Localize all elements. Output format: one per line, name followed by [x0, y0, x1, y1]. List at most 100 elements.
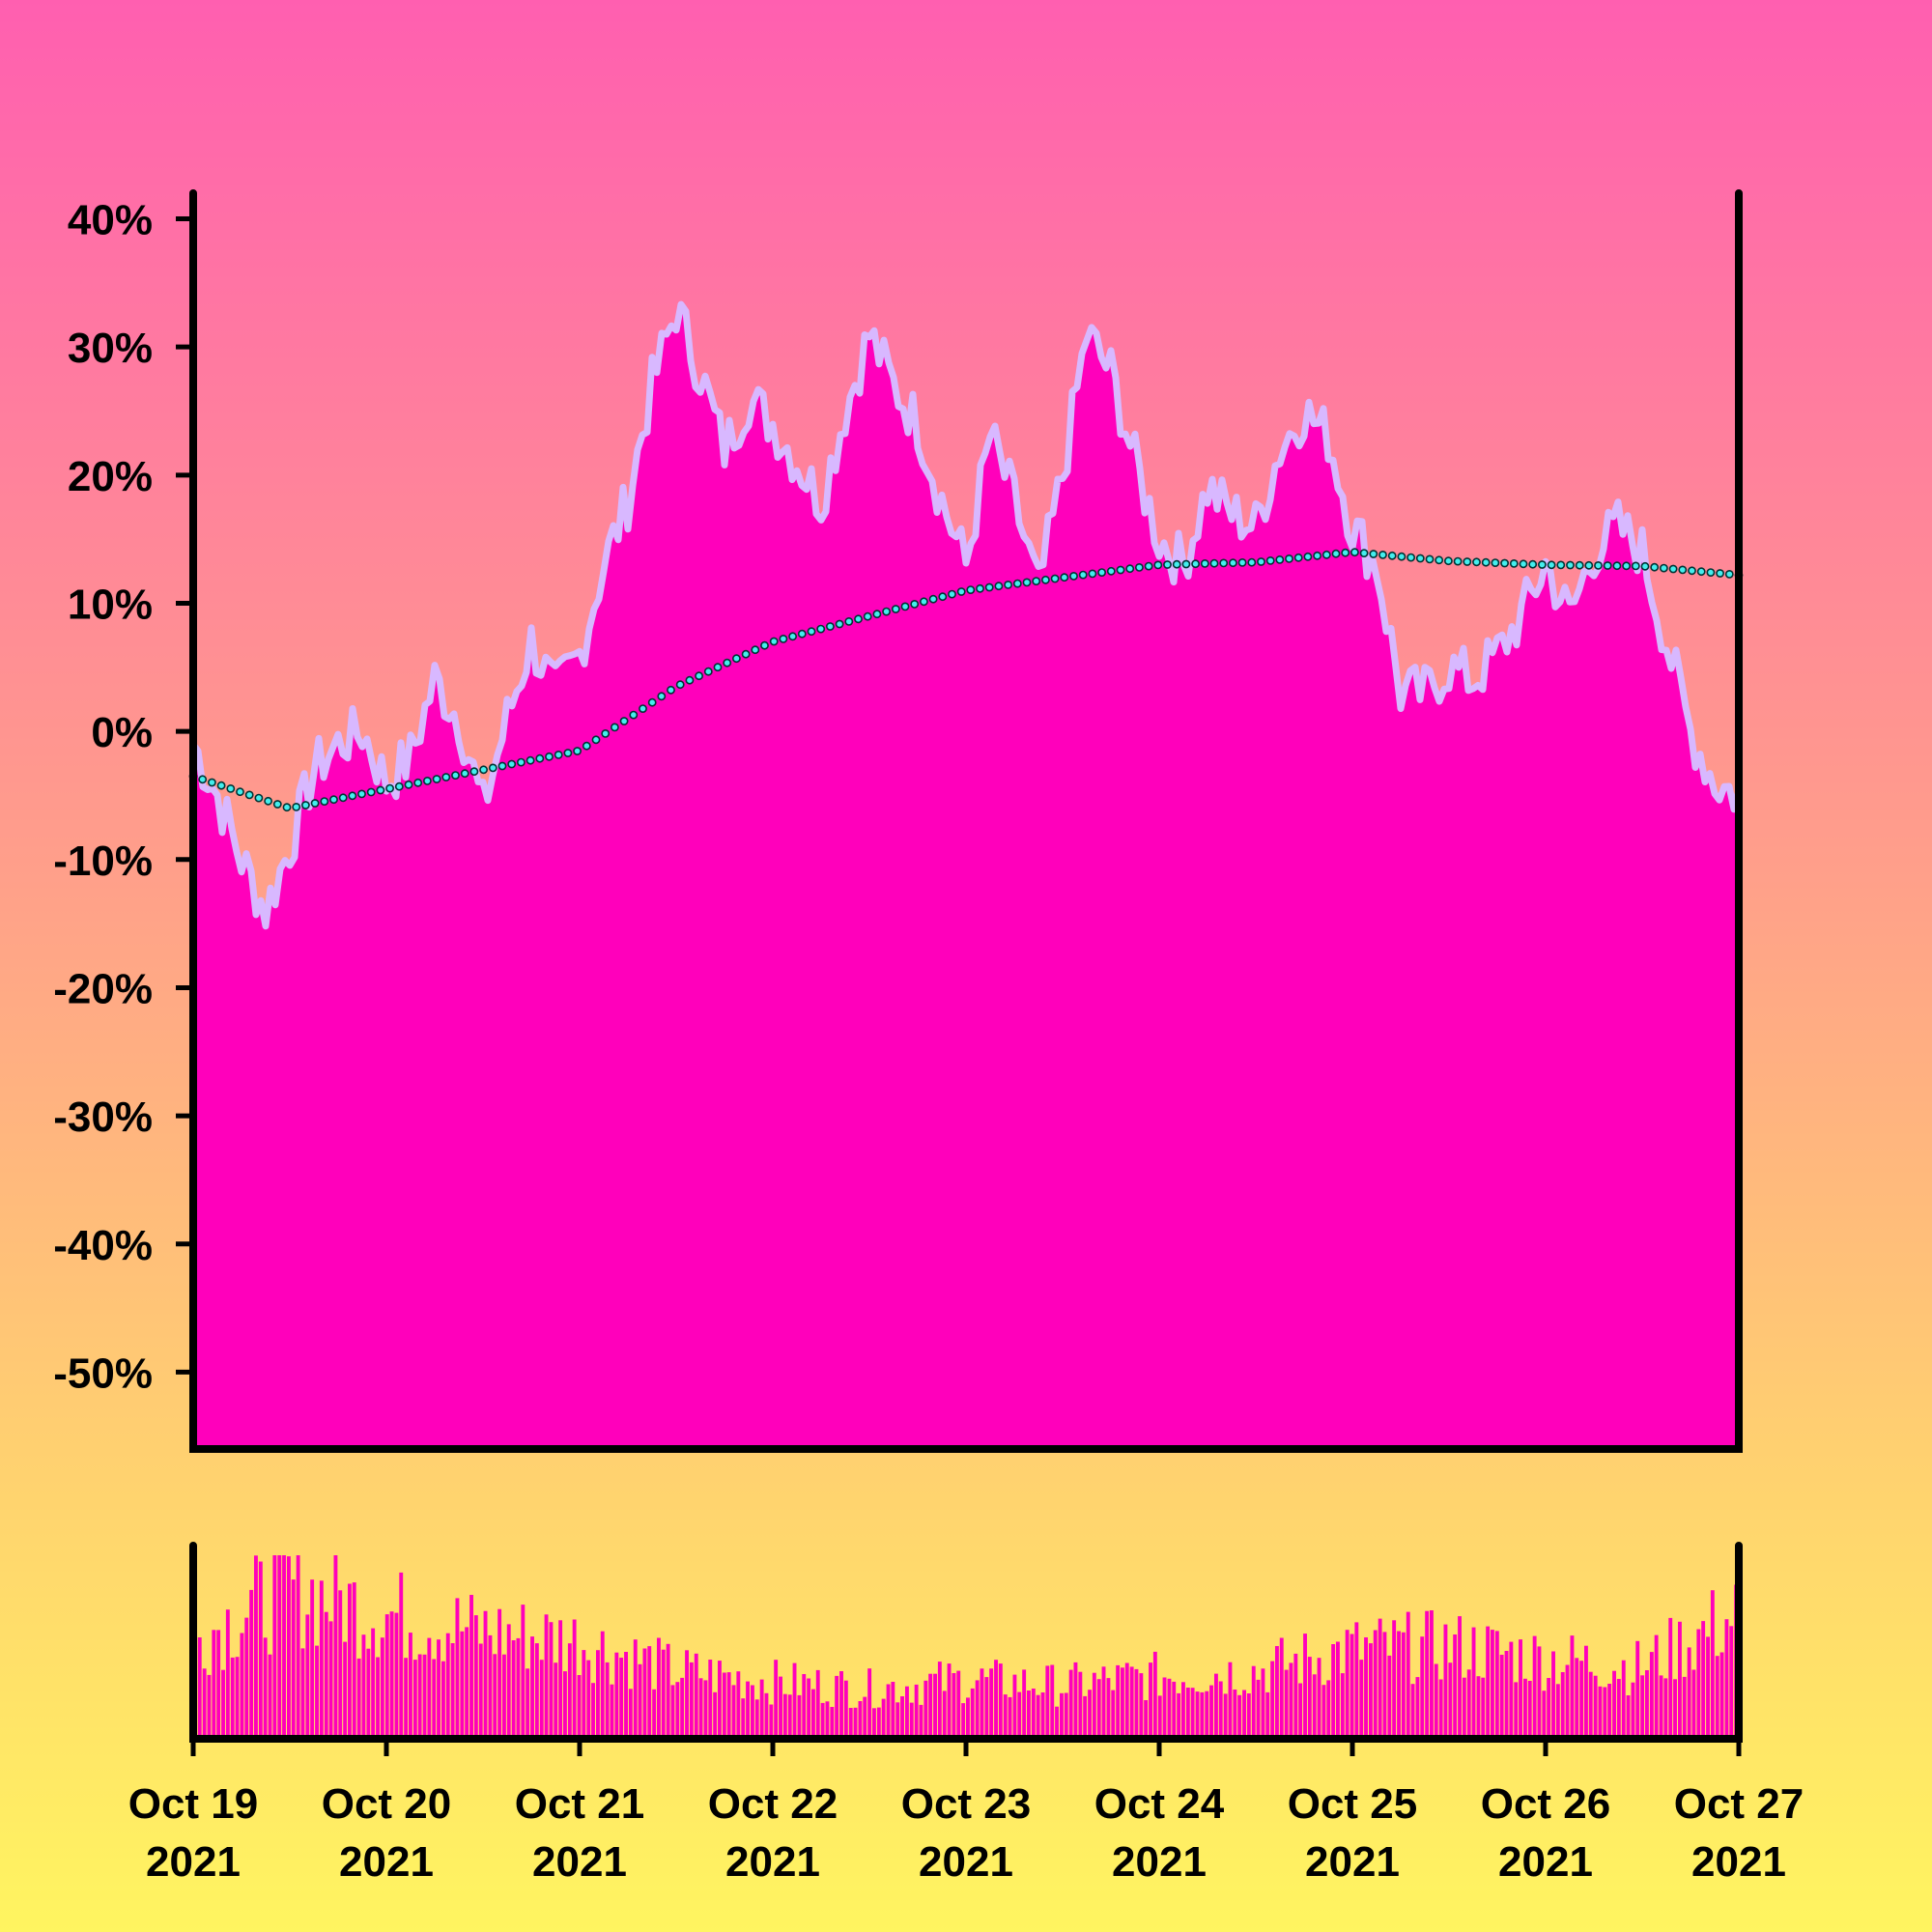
volume-bar — [1359, 1660, 1364, 1739]
volume-bar — [319, 1580, 324, 1739]
moving-average-point — [1172, 559, 1181, 569]
moving-average-point — [788, 632, 797, 641]
moving-average-point — [639, 704, 647, 713]
volume-bar — [539, 1660, 544, 1739]
moving-average-point — [1050, 574, 1060, 583]
volume-bar — [221, 1669, 225, 1739]
moving-average-point — [272, 800, 282, 809]
moving-average-point — [928, 594, 938, 604]
moving-average-point — [1631, 561, 1640, 571]
x-tick-label-date: Oct 22 — [708, 1780, 838, 1828]
volume-bar — [376, 1657, 380, 1739]
volume-bar — [1547, 1678, 1551, 1739]
volume-bar — [1073, 1662, 1078, 1739]
moving-average-point — [1144, 561, 1153, 571]
volume-bar — [1008, 1696, 1012, 1739]
volume-bar — [235, 1657, 240, 1739]
moving-average-point — [1406, 553, 1415, 562]
moving-average-point — [517, 757, 526, 767]
volume-bar — [380, 1637, 384, 1739]
volume-bar — [1696, 1629, 1701, 1739]
volume-bar — [1031, 1689, 1036, 1739]
volume-bar — [835, 1675, 839, 1739]
volume-bar — [287, 1556, 291, 1739]
volume-bar — [998, 1663, 1003, 1739]
volume-bar — [404, 1658, 409, 1739]
volume-bar — [1378, 1618, 1382, 1739]
volume-bar — [1256, 1679, 1261, 1739]
volume-bar — [366, 1648, 371, 1739]
moving-average-point — [1004, 581, 1012, 589]
moving-average-point — [441, 773, 451, 781]
x-tick-label-year: 2021 — [1691, 1838, 1786, 1886]
volume-bar — [815, 1669, 820, 1739]
volume-bar — [900, 1696, 904, 1739]
volume-bar — [661, 1649, 666, 1739]
volume-bar — [876, 1707, 881, 1739]
volume-bar — [1635, 1640, 1640, 1739]
volume-bar — [652, 1689, 657, 1739]
volume-bar — [718, 1661, 722, 1739]
volume-bar — [1218, 1681, 1223, 1739]
moving-average-point — [254, 793, 264, 803]
x-tick-label-date: Oct 19 — [128, 1780, 259, 1828]
volume-bar — [1631, 1682, 1635, 1739]
moving-average-point — [1538, 560, 1547, 569]
moving-average-point — [226, 784, 236, 793]
volume-bar — [310, 1579, 315, 1739]
volume-bar — [619, 1658, 624, 1739]
volume-bar — [465, 1627, 469, 1739]
volume-bar — [980, 1668, 984, 1739]
volume-bar — [1275, 1646, 1279, 1739]
volume-bar — [1233, 1690, 1237, 1739]
y-tick-label: -20% — [53, 965, 153, 1012]
volume-bar — [1270, 1661, 1275, 1739]
volume-bar — [1579, 1661, 1584, 1739]
volume-bar — [469, 1595, 473, 1739]
volume-bar — [277, 1555, 282, 1739]
moving-average-point — [1012, 579, 1022, 588]
volume-bar — [886, 1684, 891, 1739]
moving-average-point — [413, 778, 423, 787]
volume-bar — [675, 1682, 680, 1739]
volume-bar — [1162, 1677, 1167, 1739]
moving-average-point — [1650, 562, 1660, 572]
moving-average-point — [1378, 551, 1387, 559]
moving-average-point — [292, 803, 301, 811]
moving-average-point — [282, 803, 292, 812]
volume-bar — [1181, 1682, 1185, 1739]
volume-bar — [516, 1637, 521, 1739]
moving-average-point — [1594, 561, 1603, 570]
volume-bar — [1466, 1669, 1471, 1739]
volume-bar — [596, 1650, 600, 1739]
moving-average-point — [1528, 559, 1538, 569]
price-line — [190, 300, 1743, 930]
y-tick-label: -30% — [53, 1094, 153, 1141]
moving-average-point — [366, 787, 376, 797]
moving-average-point — [835, 619, 844, 629]
volume-bar — [1491, 1630, 1494, 1739]
moving-average-point — [779, 635, 788, 643]
moving-average-point — [695, 671, 703, 681]
volume-bar — [703, 1680, 708, 1739]
moving-average-point — [451, 771, 460, 780]
y-tick-label: 10% — [68, 581, 153, 628]
volume-bar — [984, 1677, 989, 1739]
moving-average-point — [751, 645, 760, 655]
volume-bar — [787, 1694, 792, 1739]
volume-bar — [1687, 1647, 1691, 1739]
volume-bar — [394, 1612, 399, 1739]
volume-bar — [657, 1637, 661, 1739]
volume-bar — [970, 1688, 975, 1739]
moving-average-point — [236, 787, 244, 797]
moving-average-point — [1135, 563, 1144, 572]
volume-bar — [1027, 1690, 1031, 1739]
moving-average-point — [1612, 561, 1622, 571]
volume-bar — [399, 1572, 404, 1739]
moving-average-point — [601, 729, 611, 738]
x-tick-label-date: Oct 20 — [322, 1780, 452, 1828]
moving-average-point — [432, 775, 441, 783]
volume-bar — [328, 1621, 333, 1739]
moving-average-point — [1444, 556, 1453, 566]
volume-bar — [1284, 1669, 1289, 1739]
